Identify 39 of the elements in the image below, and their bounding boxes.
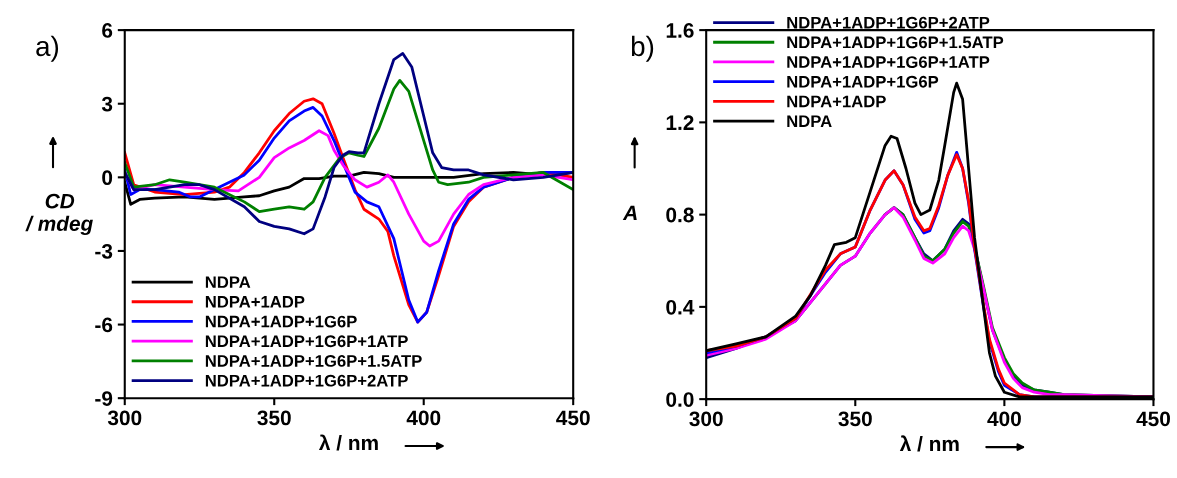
y-tick-label: 0.0	[666, 392, 694, 407]
y-axis-title: A	[622, 205, 637, 221]
y-tick-label: 0	[102, 170, 113, 186]
legend-label: NDPA+1ADP+1G6P+1ATP	[205, 335, 408, 348]
text: a)	[36, 35, 59, 62]
x-axis-title: λ / nm	[318, 434, 378, 451]
x-tick-label: 300	[107, 410, 142, 426]
x-tick-label: 300	[689, 411, 723, 427]
legend-label: NDPA+1ADP+1G6P+2ATP	[787, 16, 990, 29]
x-tick-label: 450	[556, 410, 590, 426]
legend-label: NDPA+1ADP+1G6P	[787, 75, 939, 88]
legend-label: NDPA+1ADP+1G6P+1ATP	[787, 56, 990, 68]
y-axis-title: CD / mdeg	[25, 193, 93, 236]
y-tick-label: -3	[95, 243, 113, 259]
legend-label: NDPA+1ADP+1G6P+2ATP	[205, 374, 408, 387]
x-axis-title: λ / nm	[899, 435, 959, 452]
x-tick-label: 400	[987, 411, 1021, 427]
legend-label: NDPA+1ADP+1G6P+1.5ATP	[787, 36, 1004, 49]
y-tick-label: 6	[102, 23, 113, 38]
y-tick-label: 0.4	[666, 299, 695, 315]
legend-label: NDPA	[787, 115, 832, 127]
line-series	[124, 79, 574, 214]
line-series	[124, 52, 574, 236]
y-tick-label: 3	[101, 96, 113, 112]
y-tick-label: 1.6	[666, 23, 694, 38]
x-tick-label: 400	[406, 410, 441, 426]
x-tick-label: 350	[257, 410, 291, 426]
legend-label: NDPA+1ADP+1G6P	[205, 315, 357, 328]
legend-label: NDPA+1ADP	[787, 95, 886, 108]
y-tick-label: 1.2	[666, 115, 694, 130]
y-tick-label: -6	[95, 317, 113, 333]
x-tick-label: 350	[838, 411, 872, 427]
y-tick-label: -9	[95, 391, 113, 406]
y-tick-label: 0.8	[666, 207, 694, 223]
legend-label: NDPA+1ADP	[205, 296, 305, 308]
legend-label: NDPA+1ADP+1G6P+1.5ATP	[205, 355, 422, 367]
x-tick-label: 450	[1136, 411, 1170, 427]
text: b)	[631, 35, 654, 62]
legend-label: NDPA	[205, 276, 251, 288]
